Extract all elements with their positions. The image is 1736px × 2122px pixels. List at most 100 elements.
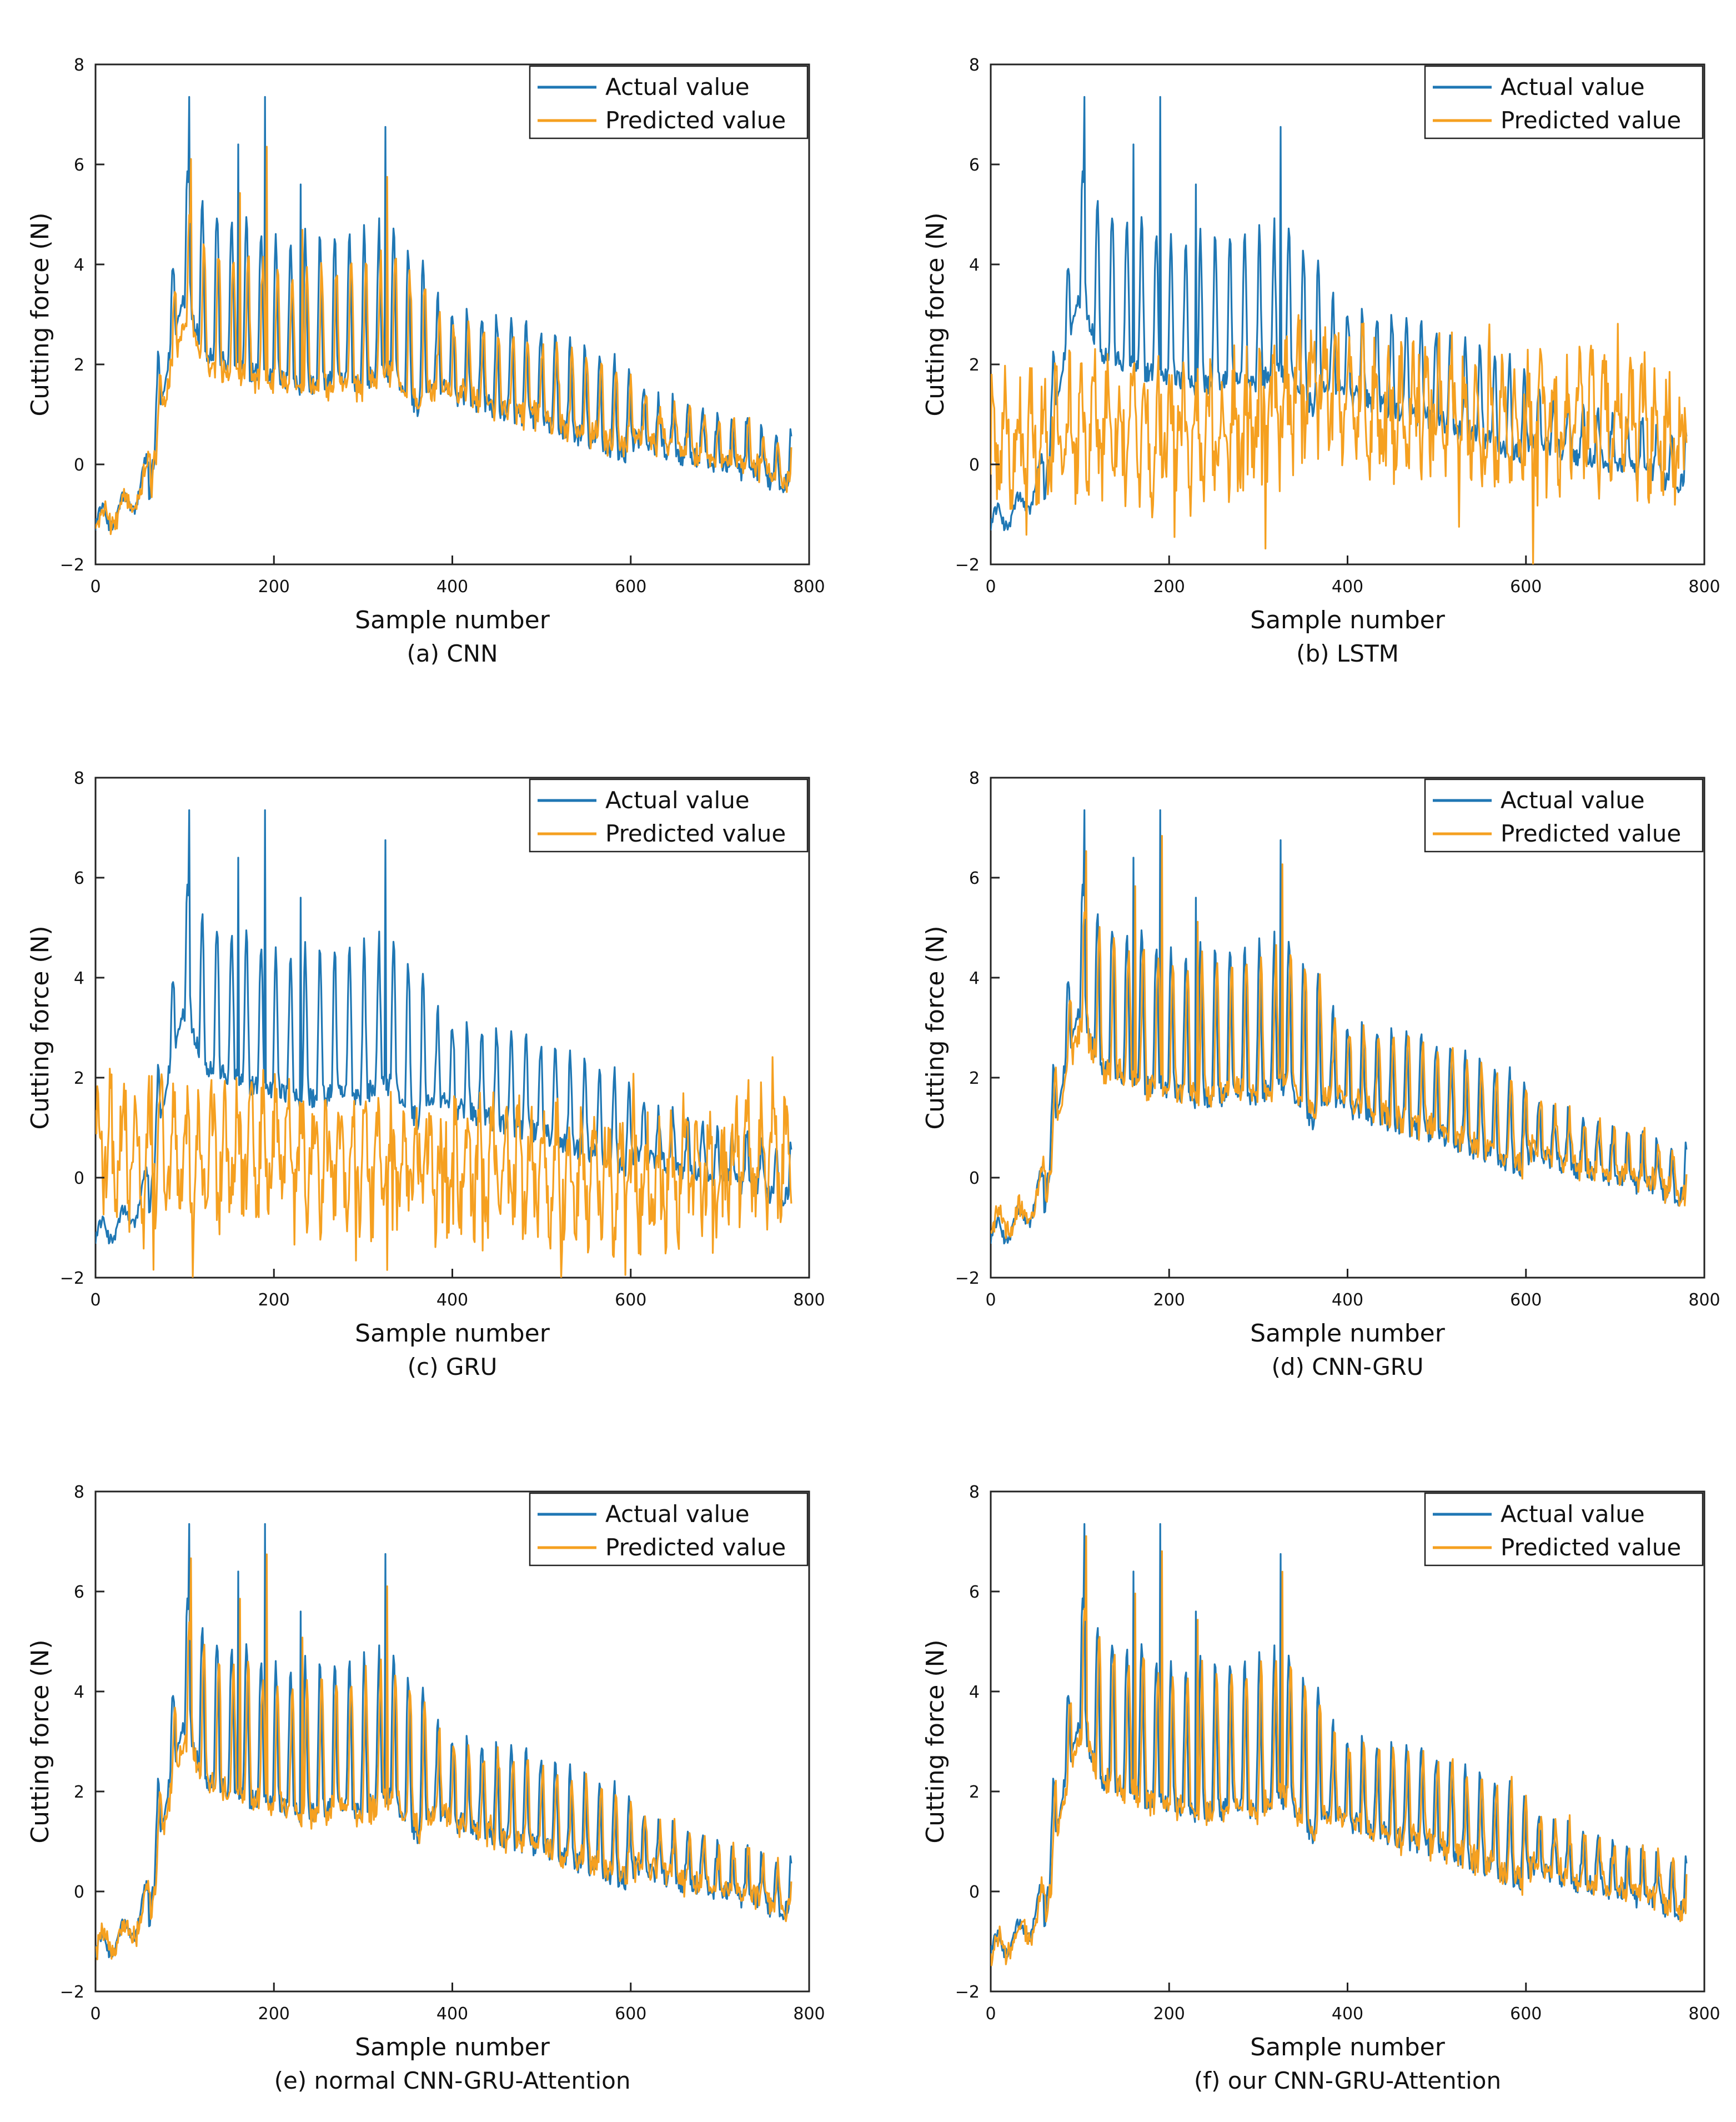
x-axis-label: Sample number bbox=[355, 2033, 550, 2061]
chart-panel-c: 0 200 400 600 800 −2 0 2 4 6 8 Sample number Cutting… bbox=[26, 769, 825, 1380]
panel-caption: (d) CNN-GRU bbox=[1271, 1353, 1423, 1380]
series-actual-line bbox=[991, 1523, 1688, 1959]
x-axis-label: Sample number bbox=[1250, 2033, 1446, 2061]
y-tick-label: 8 bbox=[74, 56, 84, 75]
x-tick-label: 200 bbox=[258, 1290, 290, 1310]
x-tick-label: 600 bbox=[615, 1290, 646, 1310]
y-tick-label: 6 bbox=[969, 156, 980, 175]
y-tick-label: 4 bbox=[74, 969, 84, 988]
y-tick-label: −2 bbox=[60, 1269, 84, 1288]
legend-predicted-label: Predicted value bbox=[1501, 820, 1681, 847]
y-tick-label: 2 bbox=[969, 356, 980, 375]
x-tick-label: 0 bbox=[985, 2004, 996, 2024]
y-axis-label: Cutting force (N) bbox=[921, 212, 950, 416]
x-tick-label: 400 bbox=[436, 577, 468, 597]
y-tick-label: 2 bbox=[74, 1783, 84, 1802]
y-tick-label: 8 bbox=[74, 769, 84, 788]
y-tick-label: 4 bbox=[74, 1683, 84, 1702]
x-tick-label: 800 bbox=[793, 577, 825, 597]
y-axis-label: Cutting force (N) bbox=[921, 1639, 950, 1843]
x-tick-label: 600 bbox=[1510, 577, 1542, 597]
chart-panel-d: 0 200 400 600 800 −2 0 2 4 6 8 Sample number Cutting… bbox=[921, 769, 1720, 1380]
x-tick-label: 600 bbox=[615, 577, 646, 597]
series-predicted-line bbox=[991, 1535, 1688, 1966]
legend-actual-label: Actual value bbox=[605, 1500, 750, 1528]
series-actual-line bbox=[96, 96, 792, 532]
y-tick-label: 0 bbox=[969, 1169, 980, 1188]
x-axis-label: Sample number bbox=[355, 606, 550, 634]
x-tick-label: 200 bbox=[258, 2004, 290, 2024]
plot-frame bbox=[990, 1490, 1705, 1993]
x-tick-label: 400 bbox=[1332, 1290, 1363, 1310]
y-tick-label: 0 bbox=[74, 456, 84, 475]
y-tick-label: 4 bbox=[74, 256, 84, 275]
panel-caption: (c) GRU bbox=[408, 1353, 498, 1380]
x-tick-label: 400 bbox=[436, 1290, 468, 1310]
x-tick-label: 600 bbox=[1510, 1290, 1542, 1310]
y-tick-label: 8 bbox=[969, 1483, 980, 1502]
y-tick-label: −2 bbox=[955, 1983, 980, 2002]
legend: Actual value Predicted value bbox=[1424, 1492, 1704, 1567]
legend-box bbox=[1424, 778, 1704, 853]
panel-caption: (a) CNN bbox=[407, 640, 498, 667]
y-tick-label: 2 bbox=[969, 1783, 980, 1802]
y-tick-label: 2 bbox=[74, 1069, 84, 1088]
legend-predicted-label: Predicted value bbox=[605, 820, 786, 847]
legend-predicted-label: Predicted value bbox=[605, 1534, 786, 1561]
y-axis-label: Cutting force (N) bbox=[26, 925, 54, 1129]
chart-panel-a: 0 200 400 600 800 −2 0 2 4 6 8 Sample number Cutting… bbox=[26, 56, 825, 667]
x-tick-label: 200 bbox=[1153, 2004, 1185, 2024]
x-tick-label: 800 bbox=[1688, 1290, 1720, 1310]
y-tick-label: −2 bbox=[955, 555, 980, 575]
series-predicted-line bbox=[96, 1553, 792, 1960]
series-predicted-line bbox=[96, 1056, 792, 1278]
y-axis-label: Cutting force (N) bbox=[26, 212, 54, 416]
y-tick-label: 6 bbox=[74, 869, 84, 888]
y-axis-label: Cutting force (N) bbox=[26, 1639, 54, 1843]
y-tick-label: −2 bbox=[60, 555, 84, 575]
legend: Actual value Predicted value bbox=[529, 778, 809, 853]
y-tick-label: 0 bbox=[969, 456, 980, 475]
legend-predicted-label: Predicted value bbox=[1501, 1534, 1681, 1561]
y-tick-label: 6 bbox=[74, 156, 84, 175]
y-tick-label: 0 bbox=[74, 1169, 84, 1188]
y-tick-label: 0 bbox=[74, 1883, 84, 1902]
legend: Actual value Predicted value bbox=[529, 1492, 809, 1567]
y-tick-label: 2 bbox=[74, 356, 84, 375]
series-predicted-line bbox=[991, 314, 1688, 564]
y-tick-label: 6 bbox=[969, 1583, 980, 1602]
x-tick-label: 600 bbox=[615, 2004, 646, 2024]
legend: Actual value Predicted value bbox=[1424, 65, 1704, 139]
series-actual-line bbox=[96, 1523, 792, 1959]
plot-frame bbox=[990, 777, 1705, 1279]
y-tick-label: 6 bbox=[74, 1583, 84, 1602]
legend-box bbox=[529, 1492, 809, 1567]
x-tick-label: 200 bbox=[1153, 577, 1185, 597]
series-actual-line bbox=[96, 809, 792, 1245]
x-tick-label: 0 bbox=[90, 2004, 101, 2024]
y-tick-label: 2 bbox=[969, 1069, 980, 1088]
y-tick-label: 4 bbox=[969, 1683, 980, 1702]
legend: Actual value Predicted value bbox=[529, 65, 809, 139]
x-axis-label: Sample number bbox=[355, 1319, 550, 1348]
y-tick-label: 0 bbox=[969, 1883, 980, 1902]
legend-box bbox=[1424, 1492, 1704, 1567]
x-tick-label: 400 bbox=[436, 2004, 468, 2024]
panel-caption: (e) normal CNN-GRU-Attention bbox=[274, 2067, 631, 2094]
series-actual-line bbox=[991, 96, 1688, 532]
plot-frame bbox=[990, 63, 1705, 565]
legend-actual-label: Actual value bbox=[1501, 1500, 1645, 1528]
legend-box bbox=[529, 778, 809, 853]
legend-actual-label: Actual value bbox=[1501, 787, 1645, 814]
x-tick-label: 0 bbox=[985, 577, 996, 597]
y-tick-label: 8 bbox=[969, 769, 980, 788]
y-axis-label: Cutting force (N) bbox=[921, 925, 950, 1129]
x-tick-label: 200 bbox=[1153, 1290, 1185, 1310]
legend: Actual value Predicted value bbox=[1424, 778, 1704, 853]
chart-panel-e: 0 200 400 600 800 −2 0 2 4 6 8 Sample number Cutting… bbox=[26, 1483, 825, 2094]
x-tick-label: 800 bbox=[793, 1290, 825, 1310]
x-tick-label: 800 bbox=[1688, 577, 1720, 597]
legend-predicted-label: Predicted value bbox=[1501, 107, 1681, 134]
